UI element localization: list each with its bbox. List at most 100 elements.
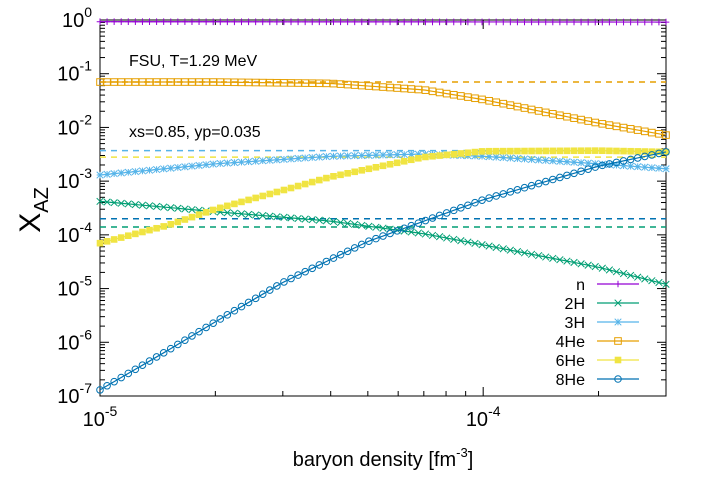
series-marker-2h xyxy=(464,238,472,246)
series-marker-6he xyxy=(514,147,521,155)
series-marker-6he xyxy=(436,152,443,159)
y-tick-label-exp: 0 xyxy=(84,4,92,20)
series-marker-8he xyxy=(464,201,472,210)
series-marker-6he xyxy=(316,176,323,184)
series-marker-n xyxy=(146,18,153,26)
series-marker-8he xyxy=(322,257,331,266)
series-marker-8he xyxy=(230,306,239,315)
series-marker-n xyxy=(202,18,210,26)
series-marker-3h xyxy=(336,152,345,160)
series-marker-8he xyxy=(237,302,246,311)
series-marker-n xyxy=(209,18,217,26)
series-marker-8he xyxy=(244,298,253,307)
series-marker-6he xyxy=(662,148,670,156)
series-marker-8he xyxy=(258,290,267,298)
series-4he xyxy=(96,78,670,139)
series-marker-2h xyxy=(591,262,599,271)
series-marker-8he xyxy=(195,327,203,336)
series-marker-2h xyxy=(160,203,168,211)
series-marker-n xyxy=(132,18,139,26)
series-marker-3h xyxy=(485,153,493,161)
series-marker-8he xyxy=(442,209,451,217)
x-axis-title: baryon density [fm-3] xyxy=(293,445,474,471)
series-marker-n xyxy=(358,18,366,26)
series-marker-2h xyxy=(612,268,621,276)
legend-marker-n xyxy=(614,280,622,288)
series-marker-2h xyxy=(372,223,380,231)
series-marker-8he xyxy=(138,361,147,369)
series-2h xyxy=(96,197,670,288)
series-marker-3h xyxy=(605,160,614,169)
series-marker-6he xyxy=(415,154,422,162)
series-marker-3h xyxy=(506,154,515,162)
series-marker-n xyxy=(514,18,521,26)
series-marker-6he xyxy=(103,238,111,245)
series-marker-2h xyxy=(280,213,288,221)
series-marker-3h xyxy=(542,156,550,165)
series-marker-8he xyxy=(174,340,182,349)
series-marker-3h xyxy=(287,155,295,163)
series-marker-n xyxy=(478,18,486,26)
series-marker-n xyxy=(443,18,450,26)
series-marker-3h xyxy=(322,152,331,161)
series-marker-3h xyxy=(641,163,649,171)
series-marker-8he xyxy=(591,163,600,171)
series-marker-8he xyxy=(605,160,614,168)
series-marker-8he xyxy=(343,247,352,256)
series-marker-8he xyxy=(131,365,140,374)
series-marker-6he xyxy=(252,194,259,202)
series-marker-3h xyxy=(414,150,423,158)
series-marker-8he xyxy=(124,369,133,378)
series-marker-6he xyxy=(195,211,203,219)
series-marker-6he xyxy=(563,147,571,155)
series-group xyxy=(96,18,670,394)
series-marker-2h xyxy=(407,228,415,236)
series-marker-3h xyxy=(244,158,253,166)
series-marker-8he xyxy=(152,353,161,361)
series-marker-2h xyxy=(605,266,614,274)
series-marker-6he xyxy=(266,190,274,198)
series-marker-n xyxy=(450,18,458,26)
series-marker-3h xyxy=(520,155,529,163)
y-tick-label-exp: -5 xyxy=(80,273,93,289)
series-marker-2h xyxy=(506,246,515,254)
series-marker-2h xyxy=(174,204,182,212)
x-tick-label-exp: -4 xyxy=(488,403,501,419)
series-marker-n xyxy=(556,18,564,26)
series-marker-8he xyxy=(216,315,225,323)
series-marker-8he xyxy=(251,294,260,303)
y-axis-title-sub: AZ xyxy=(31,187,53,213)
series-marker-2h xyxy=(110,198,118,207)
series-n xyxy=(96,18,670,26)
series-marker-n xyxy=(627,18,634,26)
series-marker-n xyxy=(294,18,302,26)
series-marker-3h xyxy=(145,166,154,174)
series-marker-n xyxy=(563,18,571,26)
series-marker-6he xyxy=(280,186,288,194)
x-axis-title-exp: -3 xyxy=(456,445,468,460)
series-marker-n xyxy=(245,18,252,26)
series-marker-n xyxy=(195,18,203,26)
series-marker-8he xyxy=(485,194,493,202)
series-marker-3h xyxy=(549,157,557,165)
series-marker-2h xyxy=(414,229,423,237)
series-marker-n xyxy=(351,18,358,26)
y-tick-label-base: 10 xyxy=(57,332,79,354)
legend-marker-3h xyxy=(614,318,622,326)
series-marker-2h xyxy=(294,214,302,223)
series-marker-8he xyxy=(549,175,557,184)
series-marker-2h xyxy=(492,243,500,252)
series-marker-n xyxy=(429,18,436,26)
series-line-2h xyxy=(99,200,667,285)
series-marker-2h xyxy=(145,202,154,210)
series-marker-6he xyxy=(323,174,330,182)
y-tick-label-exp: -7 xyxy=(80,380,93,396)
series-marker-3h xyxy=(365,151,373,160)
series-marker-n xyxy=(273,18,281,26)
series-marker-n xyxy=(365,18,373,26)
series-marker-2h xyxy=(662,280,670,288)
series-marker-3h xyxy=(124,168,132,176)
series-marker-2h xyxy=(527,250,536,258)
series-marker-n xyxy=(323,18,330,26)
